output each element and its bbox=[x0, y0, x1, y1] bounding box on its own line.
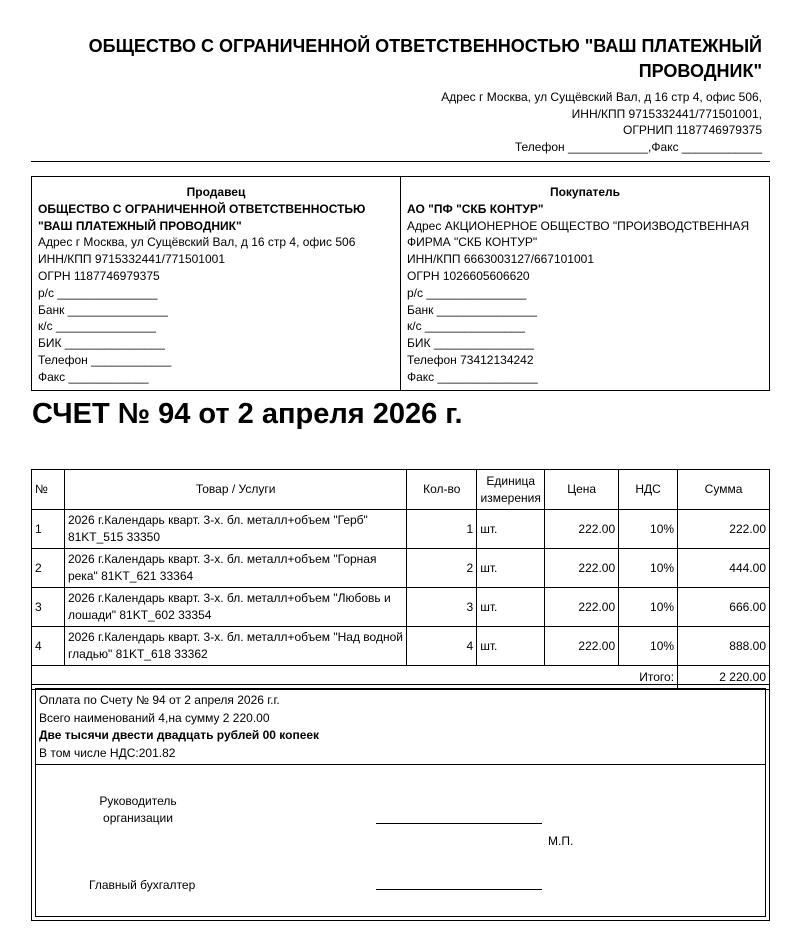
buyer-name: АО "ПФ "СКБ КОНТУР" bbox=[407, 201, 544, 216]
cell-unit: шт. bbox=[476, 626, 546, 666]
buyer-ogrn: ОГРН 1026605606620 bbox=[407, 268, 530, 283]
payment-summary: Оплата по Счету № 94 от 2 апреля 2026 г.… bbox=[36, 689, 765, 765]
cell-sum: 222.00 bbox=[677, 509, 770, 549]
table-header: № Товар / Услуги Кол-во Единица измерени… bbox=[31, 469, 770, 510]
total-row: Итого: 2 220.00 bbox=[30, 665, 770, 690]
company-address: Адрес г Москва, ул Сущёвский Вал, д 16 с… bbox=[441, 89, 762, 155]
seller-phone: Телефон ____________ bbox=[38, 352, 172, 367]
director-signature-line bbox=[376, 823, 542, 824]
cell-price: 222.00 bbox=[544, 587, 620, 627]
director-label: Руководитель организации bbox=[99, 794, 177, 825]
amount-in-words: Две тысячи двести двадцать рублей 00 коп… bbox=[39, 728, 320, 742]
stamp-label: М.П. bbox=[548, 834, 574, 848]
table-row: 4 2026 г.Календарь кварт. 3-х. бл. металл… bbox=[31, 626, 770, 666]
seller-inn: ИНН/КПП 9715332441/771501001 bbox=[38, 252, 226, 267]
cell-vat: 10% bbox=[618, 626, 679, 666]
cell-price: 222.00 bbox=[544, 626, 620, 666]
buyer-account: р/с _______________ bbox=[407, 285, 527, 300]
seller-corr-account: к/с _______________ bbox=[38, 319, 157, 334]
col-goods: Товар / Услуги bbox=[63, 469, 408, 510]
col-sum: Сумма bbox=[677, 469, 770, 510]
vat-included: В том числе НДС:201.82 bbox=[39, 745, 176, 760]
col-qty: Кол-во bbox=[406, 469, 478, 510]
payment-reference: Оплата по Счету № 94 от 2 апреля 2026 г.… bbox=[39, 693, 280, 707]
cell-unit: шт. bbox=[476, 548, 546, 588]
inn-line: ИНН/КПП 9715332441/771501001, bbox=[571, 106, 762, 121]
cell-goods: 2026 г.Календарь кварт. 3-х. бл. металл+… bbox=[63, 509, 408, 549]
seller-bik: БИК _______________ bbox=[38, 336, 165, 351]
cell-number: 3 bbox=[31, 587, 65, 627]
seller-fax: Факс ____________ bbox=[38, 369, 149, 384]
cell-qty: 3 bbox=[406, 587, 478, 627]
cell-vat: 10% bbox=[618, 587, 679, 627]
seller-heading: Продавец bbox=[186, 185, 246, 199]
cell-price: 222.00 bbox=[544, 548, 620, 588]
address-line: Адрес г Москва, ул Сущёвский Вал, д 16 с… bbox=[441, 90, 762, 104]
payment-box: Оплата по Счету № 94 от 2 апреля 2026 г.… bbox=[31, 684, 770, 921]
invoice-title: СЧЕТ № 94 от 2 апреля 2026 г. bbox=[32, 398, 463, 430]
ogrn-line: ОГРНИП 1187746979375 bbox=[623, 123, 762, 137]
buyer-phone: Телефон 73412134242 bbox=[407, 352, 534, 367]
buyer-bik: БИК _______________ bbox=[407, 336, 534, 351]
cell-sum: 444.00 bbox=[677, 548, 770, 588]
phone-fax-line: Телефон ____________,Факс ____________ bbox=[514, 139, 762, 154]
cell-unit: шт. bbox=[476, 587, 546, 627]
col-vat: НДС bbox=[618, 469, 679, 510]
table-row: 2 2026 г.Календарь кварт. 3-х. бл. металл… bbox=[31, 548, 770, 588]
cell-vat: 10% bbox=[618, 509, 679, 549]
seller-ogrn: ОГРН 1187746979375 bbox=[38, 268, 160, 283]
seller-account: р/с _______________ bbox=[38, 285, 158, 300]
company-title: ОБЩЕСТВО С ОГРАНИЧЕННОЙ ОТВЕТСТВЕННОСТЬЮ… bbox=[88, 36, 762, 81]
buyer-bank: Банк _______________ bbox=[407, 302, 537, 317]
buyer-address: Адрес АКЦИОНЕРНОЕ ОБЩЕСТВО "ПРОИЗВОДСТВЕ… bbox=[407, 218, 750, 250]
seller-address: Адрес г Москва, ул Сущёвский Вал, д 16 с… bbox=[38, 235, 356, 250]
seller-name: ОБЩЕСТВО С ОГРАНИЧЕННОЙ ОТВЕТСТВЕННОСТЬЮ… bbox=[38, 201, 366, 233]
cell-vat: 10% bbox=[618, 548, 679, 588]
divider bbox=[31, 161, 770, 162]
cell-number: 1 bbox=[31, 509, 65, 549]
cell-qty: 1 bbox=[406, 509, 478, 549]
table-row: 3 2026 г.Календарь кварт. 3-х. бл. металл… bbox=[31, 587, 770, 627]
buyer-block: Покупатель АО "ПФ "СКБ КОНТУР" Адрес АКЦ… bbox=[400, 177, 769, 390]
cell-price: 222.00 bbox=[544, 509, 620, 549]
cell-number: 2 bbox=[31, 548, 65, 588]
cell-goods: 2026 г.Календарь кварт. 3-х. бл. металл+… bbox=[63, 548, 408, 588]
buyer-heading: Покупатель bbox=[549, 185, 621, 199]
col-price: Цена bbox=[544, 469, 620, 510]
accountant-signature-line bbox=[376, 889, 542, 890]
buyer-fax: Факс _______________ bbox=[407, 369, 538, 384]
cell-sum: 888.00 bbox=[677, 626, 770, 666]
cell-sum: 666.00 bbox=[677, 587, 770, 627]
cell-goods: 2026 г.Календарь кварт. 3-х. бл. металл+… bbox=[63, 587, 408, 627]
col-unit: Единица измерения bbox=[476, 469, 546, 510]
cell-qty: 2 bbox=[406, 548, 478, 588]
table-row: 1 2026 г.Календарь кварт. 3-х. бл. металл… bbox=[31, 509, 770, 549]
cell-number: 4 bbox=[31, 626, 65, 666]
total-value: 2 220.00 bbox=[677, 665, 770, 690]
cell-unit: шт. bbox=[476, 509, 546, 549]
seller-bank: Банк _______________ bbox=[38, 302, 168, 317]
cell-qty: 4 bbox=[406, 626, 478, 666]
items-table: № Товар / Услуги Кол-во Единица измерени… bbox=[30, 469, 770, 690]
col-number: № bbox=[31, 469, 65, 510]
items-count-sum: Всего наименований 4,на сумму 2 220.00 bbox=[39, 710, 270, 725]
accountant-label: Главный бухгалтер bbox=[89, 878, 196, 892]
buyer-inn: ИНН/КПП 6663003127/667101001 bbox=[407, 252, 595, 267]
cell-goods: 2026 г.Календарь кварт. 3-х. бл. металл+… bbox=[63, 626, 408, 666]
seller-block: Продавец ОБЩЕСТВО С ОГРАНИЧЕННОЙ ОТВЕТСТ… bbox=[32, 177, 400, 390]
buyer-corr-account: к/с _______________ bbox=[407, 319, 526, 334]
parties-box: Продавец ОБЩЕСТВО С ОГРАНИЧЕННОЙ ОТВЕТСТ… bbox=[31, 176, 770, 391]
total-label: Итого: bbox=[30, 665, 679, 690]
